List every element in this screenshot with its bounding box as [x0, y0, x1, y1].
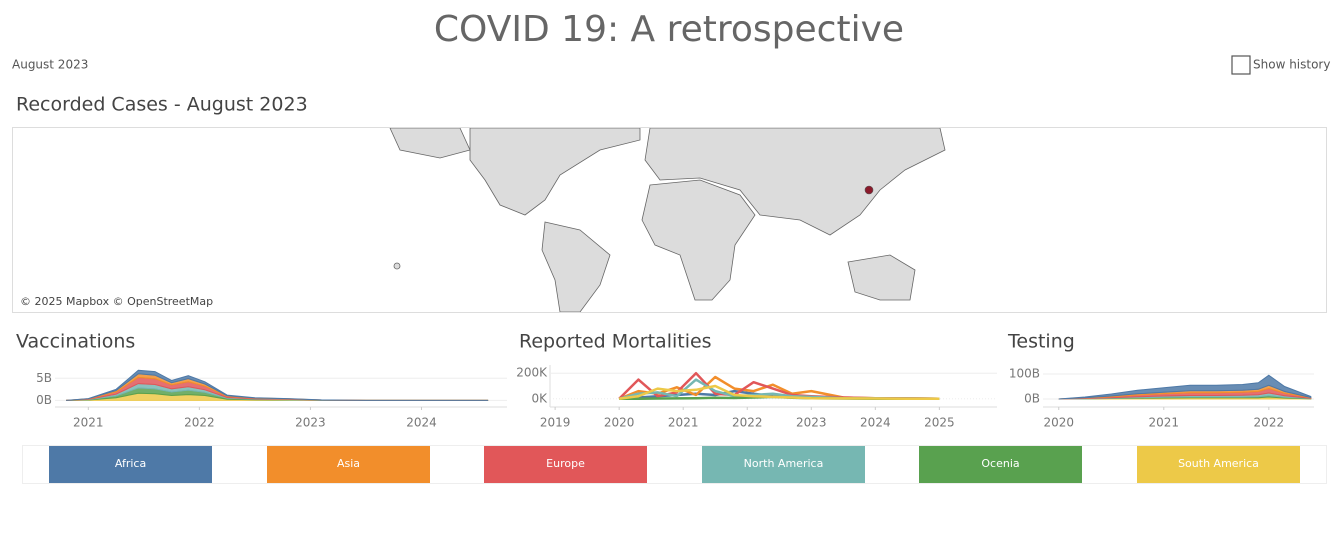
x-tick-label: 2021 — [1149, 416, 1180, 430]
legend-button[interactable] — [49, 446, 212, 483]
legend-label[interactable]: Asia — [337, 457, 360, 470]
x-tick-label: 2022 — [1254, 416, 1285, 430]
map — [389, 128, 946, 312]
y-tick-label: 5B — [36, 371, 52, 385]
north-america — [469, 128, 641, 216]
area — [1058, 374, 1312, 400]
y-tick-label: 0B — [36, 393, 52, 407]
legend-button[interactable] — [267, 446, 430, 483]
legend-label[interactable]: Ocenia — [981, 457, 1019, 470]
x-tick-label: 2025 — [924, 416, 955, 430]
x-tick-label: 2024 — [406, 416, 437, 430]
area — [66, 369, 489, 401]
legend-button[interactable] — [702, 446, 865, 483]
x-tick-label: 2023 — [295, 416, 326, 430]
y-tick-label: 0K — [531, 391, 548, 405]
x-tick-label: 2021 — [73, 416, 104, 430]
legend-label[interactable]: South America — [1178, 457, 1259, 470]
x-tick-label: 2022 — [184, 416, 215, 430]
africa — [641, 179, 756, 301]
x-tick-label: 2024 — [860, 416, 891, 430]
x-tick-label: 2019 — [540, 416, 571, 430]
y-tick-label: 0B — [1024, 392, 1040, 406]
y-tick-label: 200K — [516, 366, 548, 380]
legend-frame — [22, 445, 1327, 484]
chart-title: Reported Mortalities — [519, 331, 712, 353]
legend-label[interactable]: Europe — [546, 457, 585, 470]
x-tick-label: 2023 — [796, 416, 827, 430]
eurasia — [644, 128, 946, 236]
legend-button[interactable] — [919, 446, 1082, 483]
map-title: Recorded Cases - August 2023 — [16, 94, 308, 116]
date-label: August 2023 — [12, 58, 88, 72]
x-tick-label: 2022 — [732, 416, 763, 430]
island — [393, 262, 401, 270]
australia — [847, 254, 916, 301]
map-attribution: © 2025 Mapbox © OpenStreetMap — [20, 295, 213, 308]
legend-button[interactable] — [1137, 446, 1300, 483]
x-tick-label: 2020 — [604, 416, 635, 430]
alaska-arctic — [389, 128, 471, 159]
show-history-label[interactable]: Show history — [1253, 58, 1330, 72]
legend-label[interactable]: Africa — [115, 457, 146, 470]
legend-label[interactable]: North America — [744, 457, 824, 470]
line — [619, 384, 940, 401]
case-marker — [864, 185, 874, 195]
y-tick-label: 100B — [1009, 367, 1040, 381]
dashboard-title: COVID 19: A retrospective — [434, 9, 904, 50]
show-history-checkbox[interactable] — [1231, 55, 1251, 75]
x-tick-label: 2020 — [1043, 416, 1074, 430]
chart-title: Vaccinations — [16, 331, 135, 353]
x-tick-label: 2021 — [668, 416, 699, 430]
legend-button[interactable] — [484, 446, 647, 483]
chart-title: Testing — [1007, 331, 1075, 353]
south-america — [541, 221, 611, 312]
